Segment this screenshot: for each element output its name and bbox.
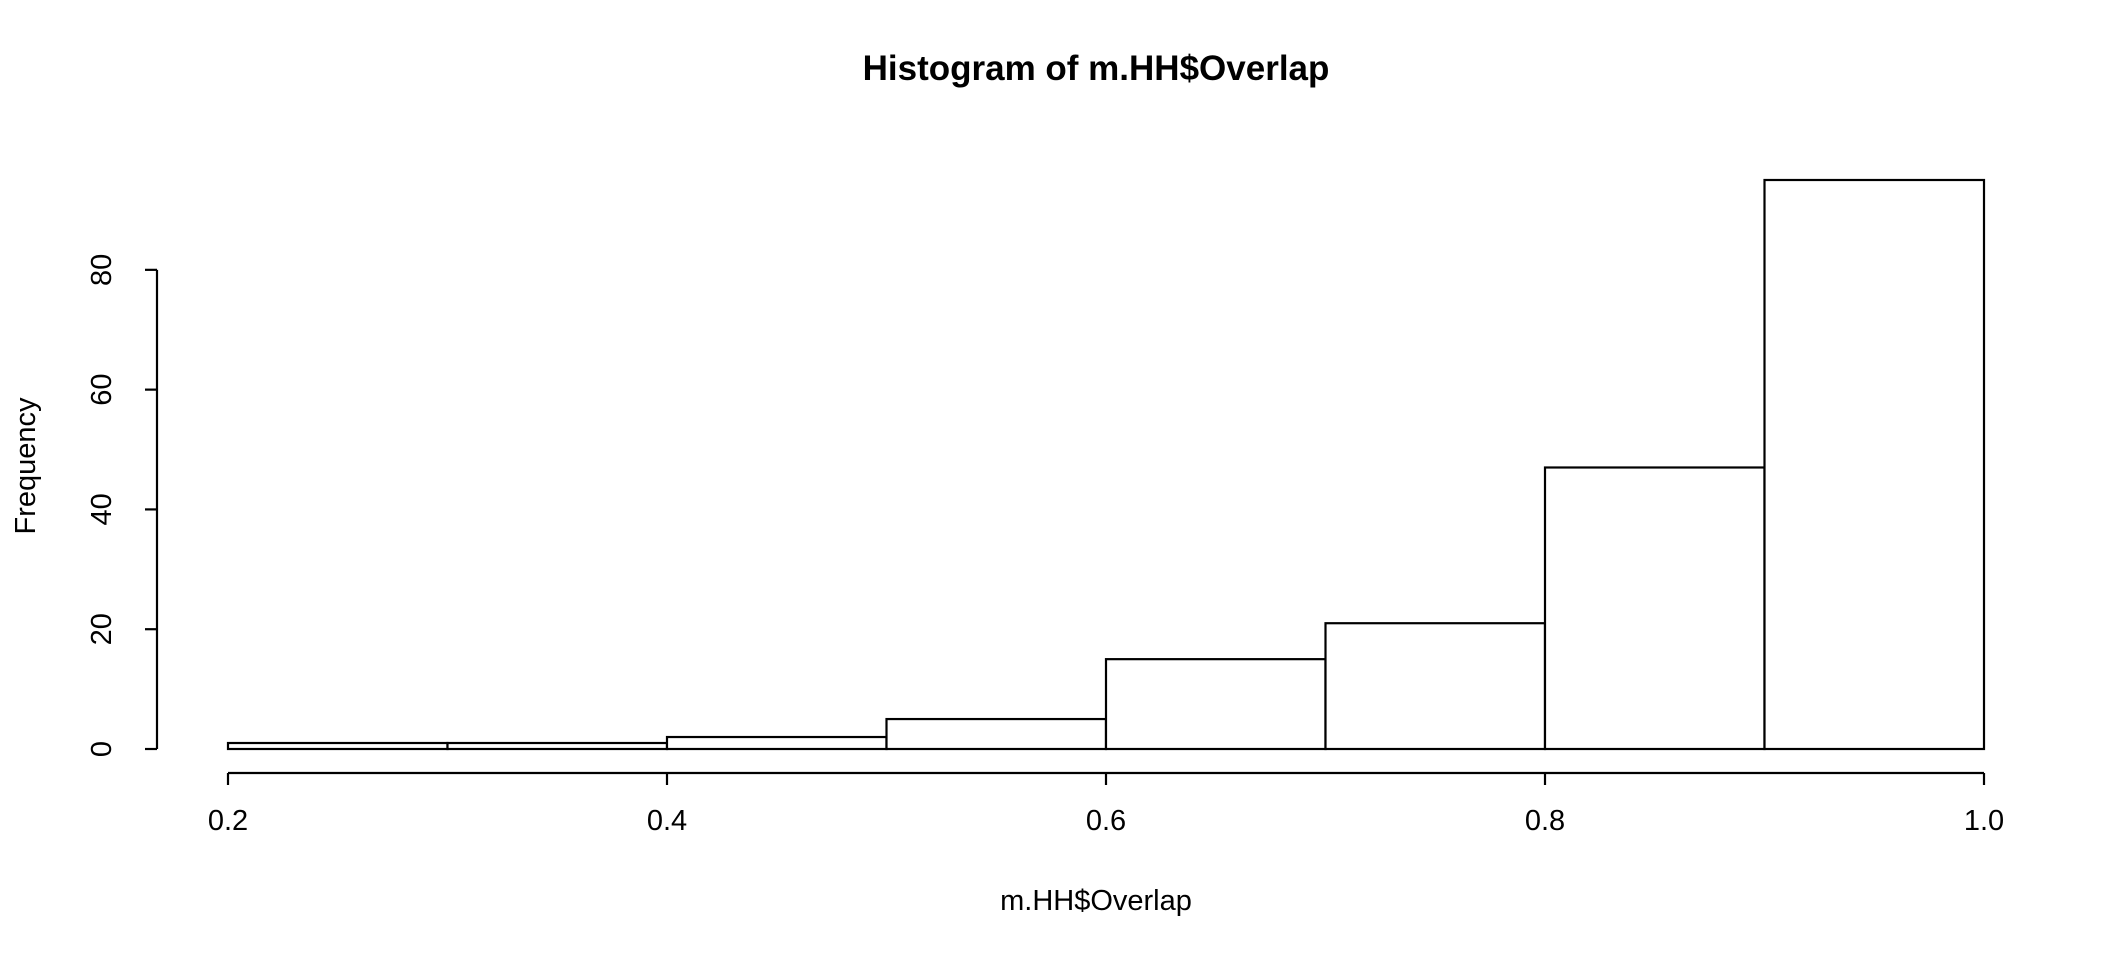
- y-tick-label: 40: [86, 493, 118, 525]
- histogram-bar: [1543, 466, 1766, 751]
- x-tick-label: 0.6: [1086, 805, 1126, 837]
- histogram-bar: [1324, 622, 1547, 751]
- y-axis: 0 20 40 60 80: [86, 254, 159, 757]
- chart-title: Histogram of m.HH$Overlap: [863, 49, 1330, 88]
- x-axis: 0.2 0.4 0.6 0.8 1.0: [208, 771, 2004, 837]
- y-tick-label: 80: [86, 254, 118, 286]
- histogram-bar: [885, 717, 1108, 751]
- histogram-bar: [226, 741, 449, 751]
- y-tick-label: 60: [86, 373, 118, 405]
- histogram-bar: [1763, 178, 1986, 751]
- x-tick-label: 1.0: [1964, 805, 2004, 837]
- histogram-bar: [446, 741, 669, 751]
- y-axis-label: Frequency: [10, 397, 42, 535]
- histogram-bar: [665, 735, 888, 751]
- y-tick-label: 0: [86, 741, 118, 757]
- histogram-bar: [1104, 658, 1327, 751]
- x-tick-label: 0.2: [208, 805, 248, 837]
- x-tick-label: 0.8: [1525, 805, 1565, 837]
- x-axis-label: m.HH$Overlap: [1000, 885, 1192, 917]
- y-tick-label: 20: [86, 613, 118, 645]
- histogram-bars: [226, 178, 1986, 751]
- x-tick-label: 0.4: [647, 805, 687, 837]
